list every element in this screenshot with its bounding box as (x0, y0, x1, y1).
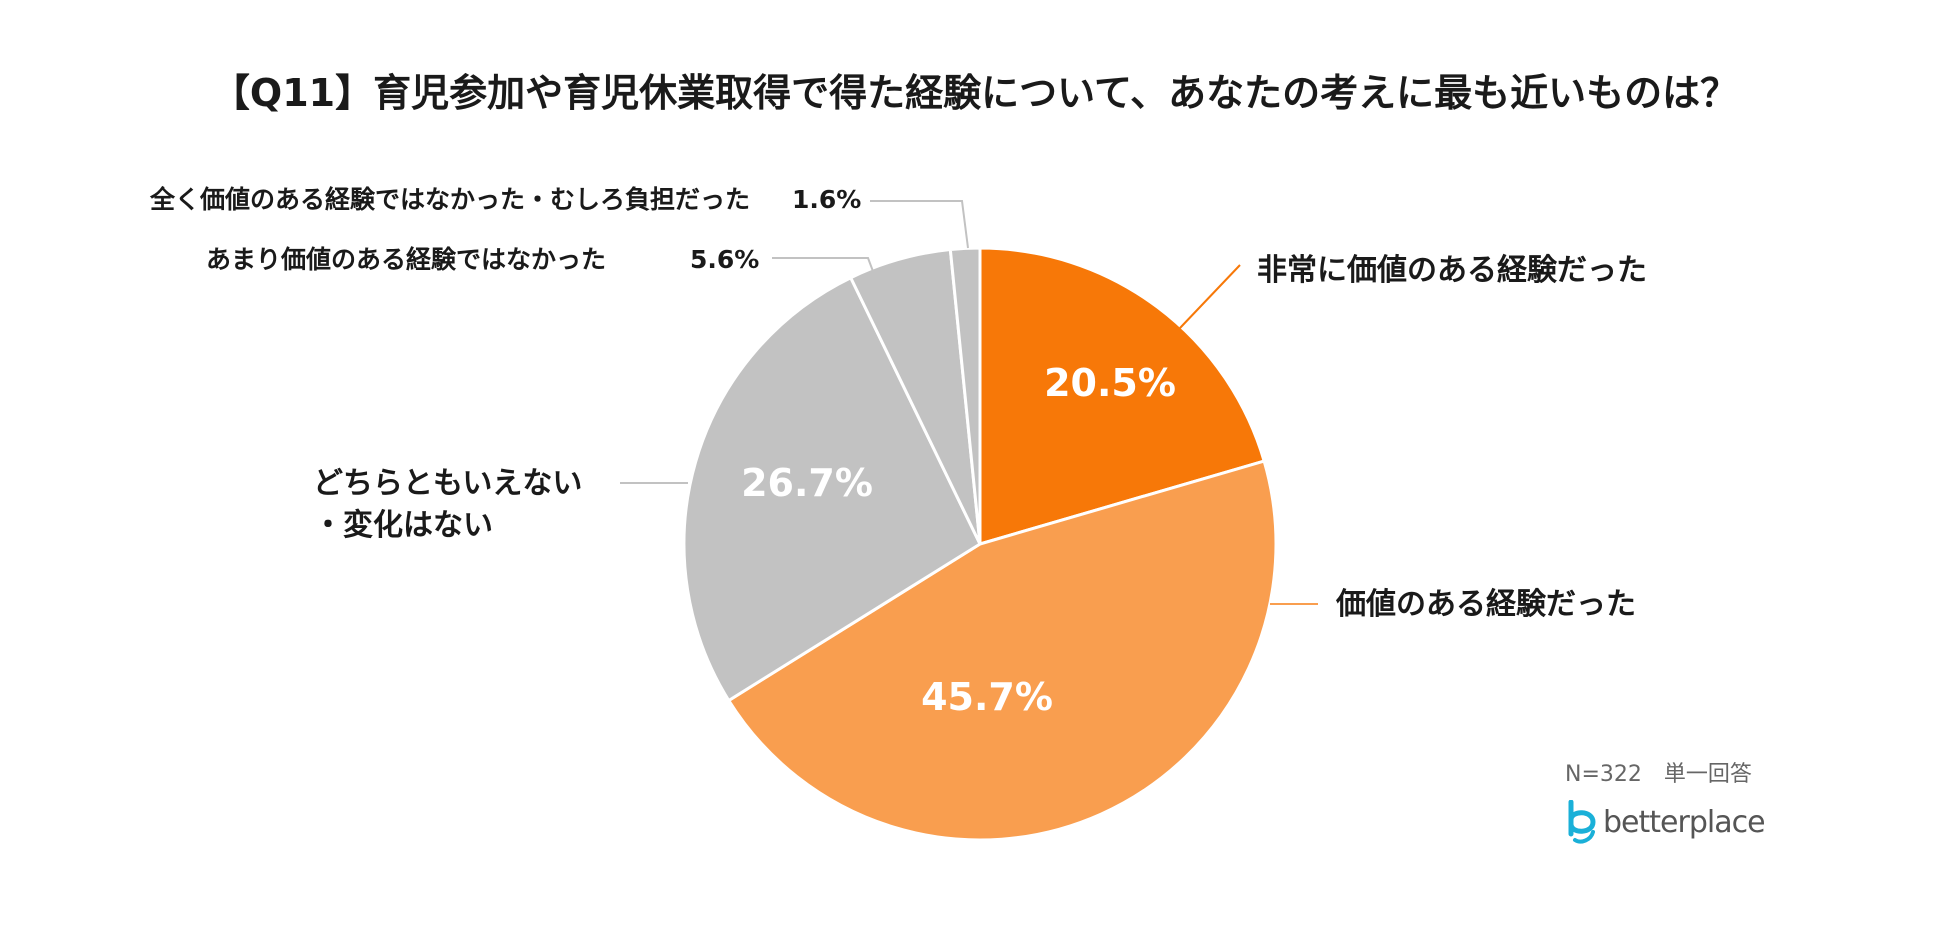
leader-line-slice4 (870, 200, 969, 249)
leader-line-slice3 (772, 257, 875, 275)
value-label-slice4: 1.6% (792, 185, 861, 214)
category-label-slice2-line2: ・変化はない (313, 508, 493, 543)
value-label-slice0: 20.5% (1044, 361, 1176, 405)
pie-slices (682, 246, 1278, 842)
brand-logo: betterplace (1565, 800, 1766, 844)
pie-slice-1 (726, 459, 1278, 842)
pie-slice-0 (978, 246, 1267, 547)
sample-size-note: N=322 単一回答 (1565, 762, 1752, 787)
brand-name: betterplace (1603, 804, 1766, 840)
category-label-slice0: 非常に価値のある経験だった (1257, 253, 1647, 288)
chart-title: 【Q11】育児参加や育児休業取得で得た経験について、あなたの考えに最も近いものは… (211, 71, 1739, 115)
value-label-slice2: 26.7% (741, 461, 873, 505)
leader-line-slice0 (1179, 264, 1241, 329)
pie-slice-4 (948, 246, 982, 545)
value-label-slice1: 45.7% (921, 675, 1053, 719)
value-label-slice3: 5.6% (690, 245, 759, 274)
category-label-slice4: 全く価値のある経験ではなかった・むしろ負担だった (149, 185, 750, 214)
pie-slice-2 (682, 275, 982, 703)
category-label-slice3: あまり価値のある経験ではなかった (206, 245, 606, 274)
betterplace-logo-icon (1568, 800, 1596, 844)
category-label-slice2-line1: どちらともいえない (313, 466, 582, 501)
category-label-slice1: 価値のある経験だった (1335, 587, 1636, 622)
